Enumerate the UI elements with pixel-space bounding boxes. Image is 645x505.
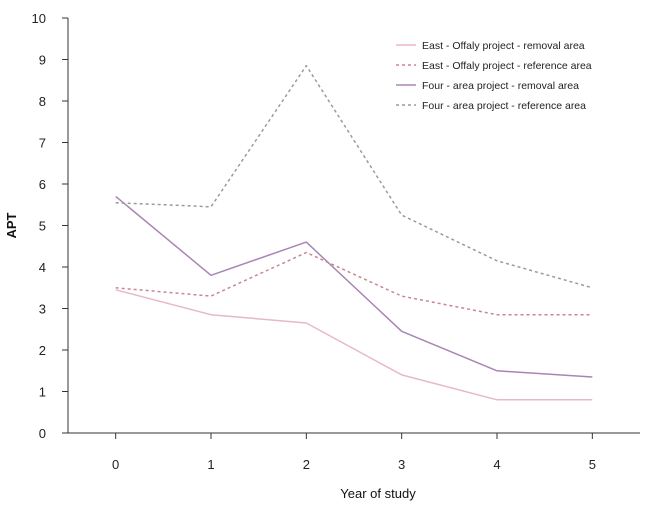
x-ticks: 0 1 2 3 4 5	[112, 433, 596, 472]
y-tick-label: 5	[39, 219, 46, 234]
legend-label-1: East - Offaly project - removal area	[422, 40, 585, 52]
legend: East - Offaly project - removal area East…	[396, 40, 592, 112]
x-axis-title: Year of study	[340, 486, 416, 501]
series-line-3	[115, 195, 593, 378]
x-tick-label: 2	[303, 457, 310, 472]
x-tick-label: 1	[207, 457, 214, 472]
legend-label-2: East - Offaly project - reference area	[422, 60, 592, 72]
x-tick-label: 3	[398, 457, 405, 472]
y-tick-label: 0	[39, 426, 46, 441]
y-ticks: 0 1 2 3 4 5 6 7 8 9 10	[32, 11, 68, 441]
y-tick-label: 9	[39, 53, 46, 68]
x-tick-label: 0	[112, 457, 119, 472]
y-tick-label: 2	[39, 343, 46, 358]
series-line-4	[115, 64, 593, 289]
y-tick-label: 4	[39, 260, 46, 275]
y-axis-title: APT	[4, 212, 19, 238]
x-tick-label: 4	[493, 457, 500, 472]
y-tick-label: 1	[39, 385, 46, 400]
y-tick-label: 7	[39, 136, 46, 151]
y-tick-label: 6	[39, 177, 46, 192]
series-layer	[115, 64, 593, 401]
series-line-2	[115, 251, 593, 316]
legend-label-4: Four - area project - reference area	[422, 100, 586, 112]
y-tick-label: 10	[32, 11, 46, 26]
series-line-1	[115, 289, 593, 401]
x-tick-label: 5	[589, 457, 596, 472]
y-tick-label: 8	[39, 94, 46, 109]
legend-label-3: Four - area project - removal area	[422, 80, 579, 92]
y-tick-label: 3	[39, 302, 46, 317]
